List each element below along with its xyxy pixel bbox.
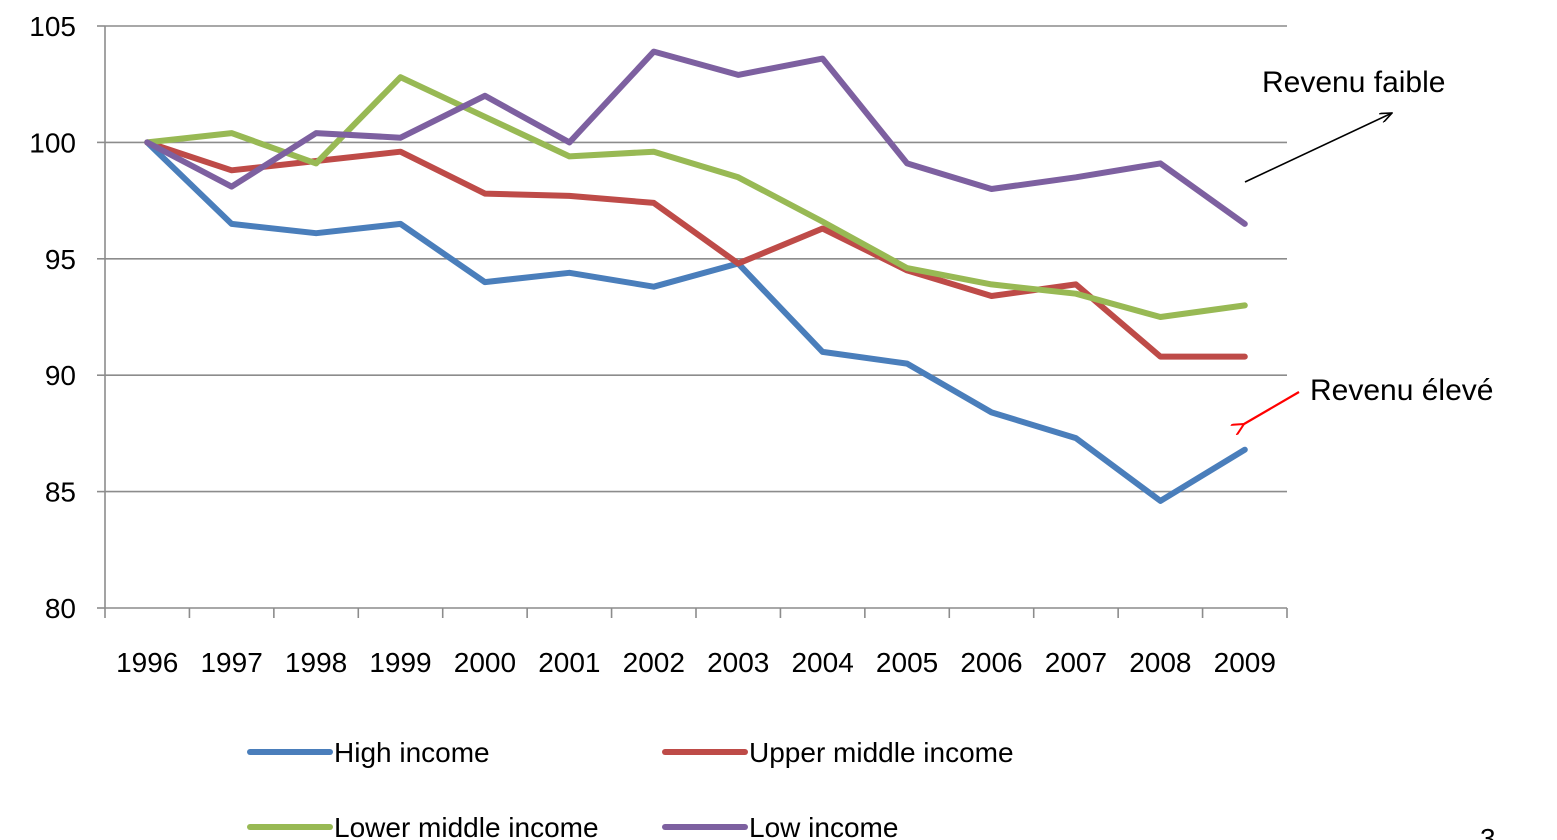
gridlines bbox=[105, 25, 1287, 493]
x-tick-label: 2002 bbox=[623, 647, 685, 678]
legend-item-high-income: High income bbox=[247, 737, 490, 768]
legend-label: Low income bbox=[749, 812, 898, 840]
x-tick-label: 2007 bbox=[1045, 647, 1107, 678]
series-line-lower-middle-income bbox=[144, 74, 1248, 320]
annotation-low-income: Revenu faible bbox=[1262, 66, 1445, 99]
y-tick-label: 105 bbox=[29, 11, 76, 42]
legend-label: Upper middle income bbox=[749, 737, 1014, 768]
annotation-arrow-high-income bbox=[1244, 391, 1300, 424]
legend-item-upper-middle-income: Upper middle income bbox=[662, 737, 1014, 768]
legend-item-lower-middle-income: Lower middle income bbox=[247, 812, 599, 840]
x-tick-label: 1997 bbox=[200, 647, 262, 678]
x-tick-label: 2006 bbox=[960, 647, 1022, 678]
x-tick-labels: 1996 1997 1998 1999 2000 2001 2002 2003 2004 2005… bbox=[116, 647, 1276, 678]
x-tick-label: 2005 bbox=[876, 647, 938, 678]
page-number: 3 bbox=[1480, 823, 1496, 840]
y-tick-labels: 80 85 90 95 100 105 bbox=[29, 11, 76, 624]
x-tick-label: 2000 bbox=[454, 647, 516, 678]
annotation-arrow-low-income bbox=[1244, 113, 1392, 183]
y-tick-label: 90 bbox=[45, 360, 76, 391]
x-tick-label: 1999 bbox=[369, 647, 431, 678]
x-tick-label: 1998 bbox=[285, 647, 347, 678]
legend-label: Lower middle income bbox=[334, 812, 599, 840]
legend-label: High income bbox=[334, 737, 490, 768]
y-tick-label: 85 bbox=[45, 477, 76, 508]
series-lines bbox=[144, 48, 1248, 504]
x-tick-label: 2004 bbox=[791, 647, 853, 678]
x-tick-label: 2001 bbox=[538, 647, 600, 678]
y-tick-label: 100 bbox=[29, 127, 76, 158]
legend-item-low-income: Low income bbox=[662, 812, 898, 840]
x-tick-label: 2009 bbox=[1214, 647, 1276, 678]
series-line-upper-middle-income bbox=[144, 139, 1248, 360]
annotations: Revenu faible Revenu élevé bbox=[1244, 66, 1493, 424]
y-tick-label: 80 bbox=[45, 593, 76, 624]
x-tick-label: 2003 bbox=[707, 647, 769, 678]
legend: High income Upper middle income Lower midd… bbox=[247, 737, 1014, 840]
x-tick-label: 1996 bbox=[116, 647, 178, 678]
y-tick-label: 95 bbox=[45, 244, 76, 275]
series-line-low-income bbox=[144, 48, 1248, 227]
series-line-high-income bbox=[144, 139, 1248, 504]
x-tick-label: 2008 bbox=[1129, 647, 1191, 678]
annotation-high-income: Revenu élevé bbox=[1310, 374, 1493, 407]
axes bbox=[97, 25, 1288, 618]
